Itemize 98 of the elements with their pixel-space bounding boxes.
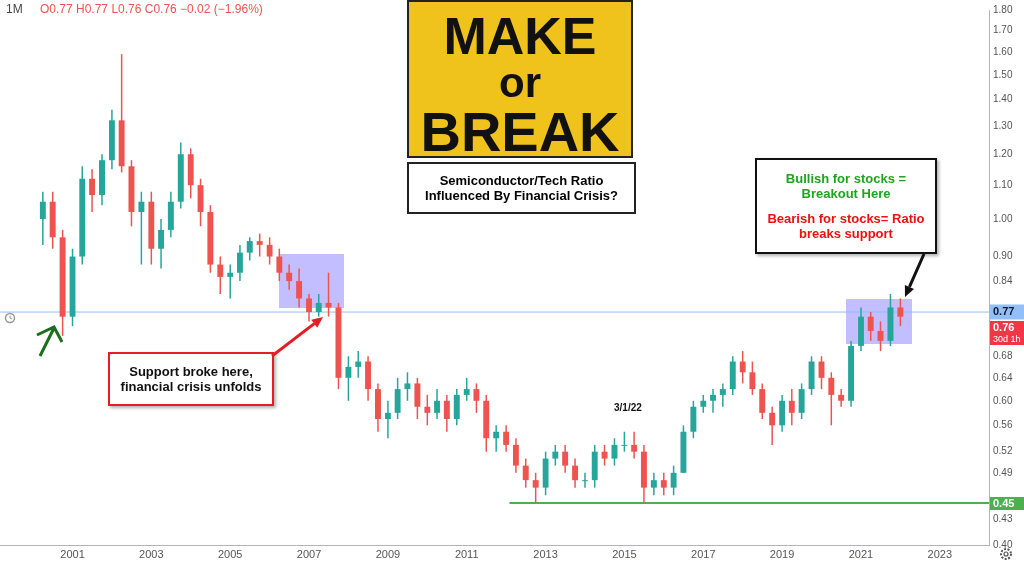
candlestick bbox=[788, 388, 795, 427]
y-tick-label: 0.84 bbox=[993, 274, 1013, 286]
y-tick-label: 0.56 bbox=[993, 419, 1013, 431]
x-tick-label: 2017 bbox=[691, 547, 716, 560]
annotation: Support broke here, financial crisis unfolds bbox=[119, 364, 263, 394]
y-tick-label: 0.49 bbox=[993, 466, 1013, 478]
candlestick bbox=[217, 255, 224, 295]
candlestick bbox=[631, 430, 638, 460]
x-tick-label: 2023 bbox=[927, 547, 953, 560]
candlestick bbox=[719, 382, 726, 408]
candlestick bbox=[512, 437, 519, 474]
candlestick bbox=[503, 424, 510, 453]
candlestick bbox=[424, 394, 431, 427]
x-tick-label: 2009 bbox=[375, 547, 401, 560]
candlestick bbox=[227, 263, 234, 300]
candlestick bbox=[463, 377, 470, 402]
y-tick-label: 1.60 bbox=[993, 45, 1013, 57]
annotation: 3/1/22 bbox=[614, 402, 642, 413]
candlestick bbox=[158, 218, 164, 270]
annotation: Bearish for stocks= Ratio breaks support bbox=[766, 211, 926, 241]
y-tick-label: 0.40 bbox=[993, 538, 1013, 550]
text: Semiconductor/Tech Ratio Influenced By Financial Crisis? bbox=[407, 162, 636, 214]
y-tick-label: 1.40 bbox=[993, 93, 1013, 105]
candlestick bbox=[522, 457, 529, 489]
x-tick-label: 2013 bbox=[533, 547, 558, 560]
y-tick-label: 1.00 bbox=[993, 212, 1013, 224]
text: 0.76 bbox=[990, 321, 1024, 334]
candlestick bbox=[414, 377, 421, 420]
candlestick bbox=[769, 406, 776, 446]
candlestick bbox=[266, 236, 273, 266]
candlestick bbox=[838, 388, 845, 408]
y-tick-label: 0.43 bbox=[993, 513, 1013, 525]
y-tick-label: 0.60 bbox=[993, 394, 1013, 406]
candlestick bbox=[296, 267, 303, 309]
x-tick-label: 2005 bbox=[217, 547, 243, 560]
candlestick bbox=[552, 444, 559, 467]
x-tick-label: 2001 bbox=[60, 547, 85, 560]
y-tick-label: 1.50 bbox=[993, 68, 1013, 80]
candlestick bbox=[897, 297, 904, 327]
annotation: Bullish for stocks = Breakout Here bbox=[784, 171, 908, 201]
x-tick-label: 2019 bbox=[769, 547, 795, 560]
candlestick bbox=[798, 382, 805, 420]
annotation: O0.77 H0.77 L0.76 C0.76 −0.02 (−1.96%) bbox=[40, 2, 263, 16]
candlestick bbox=[759, 382, 766, 420]
text: 30d 1h bbox=[990, 334, 1024, 345]
x-tick-label: 2003 bbox=[139, 547, 164, 560]
x-tick-label: 2021 bbox=[848, 547, 874, 560]
candlestick bbox=[749, 360, 756, 396]
candlestick bbox=[138, 190, 145, 266]
candlestick bbox=[601, 444, 608, 467]
candlestick bbox=[562, 444, 569, 474]
candlestick bbox=[394, 377, 401, 420]
y-tick-label: 1.80 bbox=[993, 3, 1013, 15]
y-tick-label: 1.30 bbox=[993, 119, 1013, 131]
candlestick bbox=[611, 437, 618, 467]
candlestick bbox=[306, 293, 312, 323]
candlestick bbox=[404, 371, 411, 402]
candlestick bbox=[89, 168, 96, 213]
candlestick bbox=[877, 320, 884, 352]
candlestick bbox=[256, 232, 263, 258]
candlestick bbox=[532, 472, 539, 504]
y-tick-label: 1.10 bbox=[993, 178, 1013, 190]
candlestick bbox=[345, 355, 352, 402]
candlestick bbox=[286, 263, 293, 291]
candlestick bbox=[315, 293, 322, 318]
candlestick bbox=[710, 388, 716, 414]
candlestick bbox=[650, 472, 657, 497]
candlestick bbox=[246, 236, 253, 262]
candlestick bbox=[621, 430, 628, 453]
candlestick bbox=[670, 464, 677, 497]
text: 0.45 bbox=[990, 497, 1024, 510]
y-tick-label: 0.68 bbox=[993, 350, 1013, 362]
candlestick bbox=[660, 472, 667, 497]
x-tick-label: 2011 bbox=[454, 547, 479, 560]
y-tick-label: 0.52 bbox=[993, 445, 1013, 457]
y-tick-label: 0.90 bbox=[993, 250, 1013, 262]
x-tick-label: 2007 bbox=[296, 547, 322, 560]
candlestick bbox=[739, 350, 746, 385]
candlestick bbox=[867, 311, 874, 342]
candlestick bbox=[473, 382, 480, 414]
text: MAKE or BREAK bbox=[419, 7, 621, 163]
candlestick bbox=[355, 350, 362, 379]
candlestick bbox=[276, 247, 283, 282]
y-tick-label: 1.20 bbox=[993, 147, 1013, 159]
candlestick bbox=[828, 371, 835, 427]
candlestick bbox=[572, 457, 579, 489]
y-tick-label: 0.64 bbox=[993, 371, 1013, 383]
candlestick bbox=[39, 190, 46, 246]
x-tick-label: 2015 bbox=[612, 547, 637, 560]
candlestick bbox=[493, 424, 500, 453]
candlestick bbox=[443, 394, 450, 433]
candlestick bbox=[434, 388, 440, 420]
candlestick bbox=[385, 400, 391, 439]
annotation: 1M bbox=[6, 2, 23, 16]
y-tick-label: 1.70 bbox=[993, 24, 1013, 36]
ref-line-label: 0.77 bbox=[993, 305, 1015, 318]
candlestick bbox=[236, 244, 243, 282]
candlestick bbox=[582, 472, 588, 489]
